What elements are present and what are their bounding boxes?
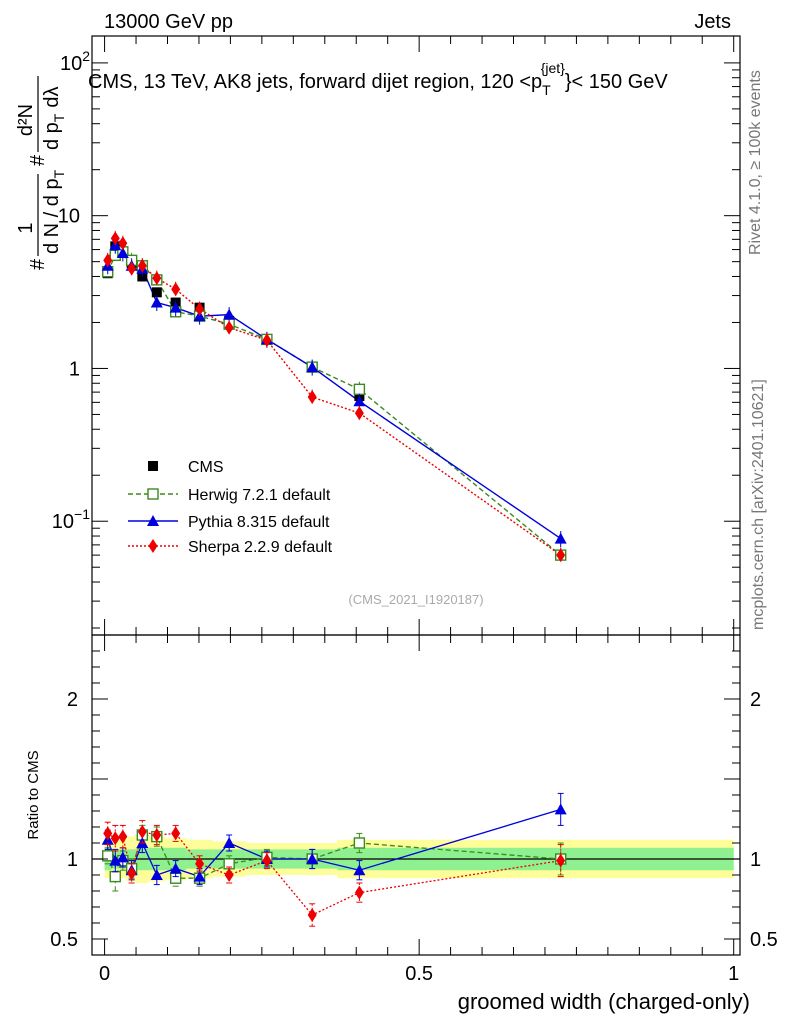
sherpa-point: [171, 826, 181, 841]
sherpa-point: [224, 320, 234, 335]
herwig-line: [107, 250, 562, 556]
ratio-frame: [91, 634, 741, 956]
rivet-label: Rivet 4.1.0, ≥ 100k events: [747, 70, 764, 255]
sherpa-point: [127, 261, 137, 276]
svg-text:d²N: d²N: [15, 104, 37, 136]
sherpa-point: [152, 271, 162, 286]
main-ytick-label: 10: [58, 206, 80, 228]
pythia-point: [109, 854, 122, 866]
herwig-point: [353, 837, 366, 849]
ratio-panel: 0.5 0.5 1 1 2 2 0 0.5 1 Ratio to CMS groomed wid…: [25, 634, 778, 1014]
herwig-point: [353, 383, 366, 396]
svg-text:d N / d pT: d N / d pT: [41, 169, 67, 254]
pythia-point: [554, 532, 567, 544]
pythia-point: [150, 296, 163, 308]
sherpa-point: [118, 829, 128, 844]
main-ytick-label: 10−1: [52, 506, 90, 533]
ratio-series-layer: [101, 792, 567, 927]
pythia-point: [169, 862, 182, 874]
svg-text:1: 1: [15, 222, 37, 233]
ratio-ytick-label-right: 0.5: [750, 929, 778, 951]
pythia-point: [353, 395, 366, 407]
sherpa-point: [171, 282, 181, 297]
main-ytick-label: 1: [69, 358, 80, 380]
ratio-ylabel: Ratio to CMS: [25, 750, 42, 839]
main-axes: 10−1 1 10 102: [52, 36, 740, 635]
legend-label-herwig: Herwig 7.2.1 default: [188, 487, 331, 504]
pythia-point: [150, 869, 163, 880]
pythia-point: [223, 837, 236, 848]
ratio-axes: 0.5 0.5 1 1 2 2 0 0.5 1: [50, 635, 778, 985]
sherpa-point: [103, 826, 113, 841]
sherpa-point: [118, 236, 128, 251]
analysis-watermark: (CMS_2021_I1920187): [348, 592, 483, 607]
header-left: 13000 GeV pp: [104, 11, 233, 33]
sherpa-point: [354, 885, 364, 900]
pythia-point: [353, 864, 366, 876]
sherpa-point: [307, 390, 317, 405]
herwig-point: [147, 488, 159, 500]
sherpa-point: [195, 301, 205, 316]
svg-text:#: #: [27, 258, 49, 270]
sherpa-point: [307, 908, 317, 922]
xtick-label: 0: [99, 963, 110, 985]
pythia-point: [147, 515, 159, 526]
sherpa-point: [224, 868, 234, 882]
main-panel: 10−1 1 10 102 CMS, 13 TeV, AK8 jets, forwar…: [15, 35, 741, 636]
svg-text:d pTdλ: d pTdλ: [41, 87, 67, 151]
sherpa-point: [127, 866, 137, 881]
ratio-ytick-label-right: 2: [750, 689, 761, 711]
sherpa-point: [262, 853, 272, 868]
sherpa-point: [103, 253, 113, 268]
ratio-ytick-label: 1: [67, 849, 78, 871]
sherpa-point: [137, 824, 147, 839]
xtick-label: 0.5: [405, 963, 433, 985]
herwig-point: [102, 850, 114, 862]
xtick-label: 1: [728, 963, 739, 985]
main-ytick-label: 102: [60, 48, 90, 75]
sherpa-point: [110, 231, 120, 246]
mcplots-label: mcplots.cern.ch [arXiv:2401.10621]: [750, 379, 767, 630]
sherpa-point: [354, 406, 364, 421]
pythia-point: [169, 301, 182, 313]
xlabel: groomed width (charged-only): [458, 989, 750, 1014]
herwig-point: [109, 870, 121, 883]
sherpa-point: [556, 548, 566, 563]
ratio-ytick-label-right: 1: [750, 849, 761, 871]
legend-label-sherpa: Sherpa 2.2.9 default: [188, 539, 333, 556]
pythia-point: [306, 361, 319, 373]
svg-text:#: #: [27, 154, 49, 166]
sherpa-point: [556, 853, 566, 868]
sherpa-point: [137, 258, 147, 273]
sherpa-point: [262, 333, 272, 348]
legend-label-cms: CMS: [188, 459, 224, 476]
pythia-point: [554, 803, 567, 815]
sherpa-point: [148, 539, 158, 553]
ratio-ytick-label: 2: [67, 689, 78, 711]
pythia-point: [223, 308, 236, 320]
pythia-point: [116, 246, 129, 258]
main-ylabel: # 1 d N / d pT # d²N d pTdλ: [15, 76, 67, 270]
main-series-layer: [101, 230, 567, 564]
main-title: CMS, 13 TeV, AK8 jets, forward dijet reg…: [88, 60, 668, 98]
pythia-point: [116, 851, 129, 863]
pythia-point: [193, 870, 206, 882]
legend-label-pythia: Pythia 8.315 default: [188, 514, 330, 531]
header-right: Jets: [694, 11, 731, 33]
ratio-ytick-label: 0.5: [50, 929, 78, 951]
sherpa-point: [152, 828, 162, 842]
sherpa-point: [195, 856, 205, 871]
legend: CMS Herwig 7.2.1 default Pythia 8.315 defa…: [128, 459, 333, 556]
ratio-uncertainty-band: [92, 835, 740, 883]
cms-point: [151, 287, 162, 298]
sherpa-point: [110, 831, 120, 846]
cms-point: [148, 461, 158, 471]
pythia-point: [306, 853, 319, 864]
